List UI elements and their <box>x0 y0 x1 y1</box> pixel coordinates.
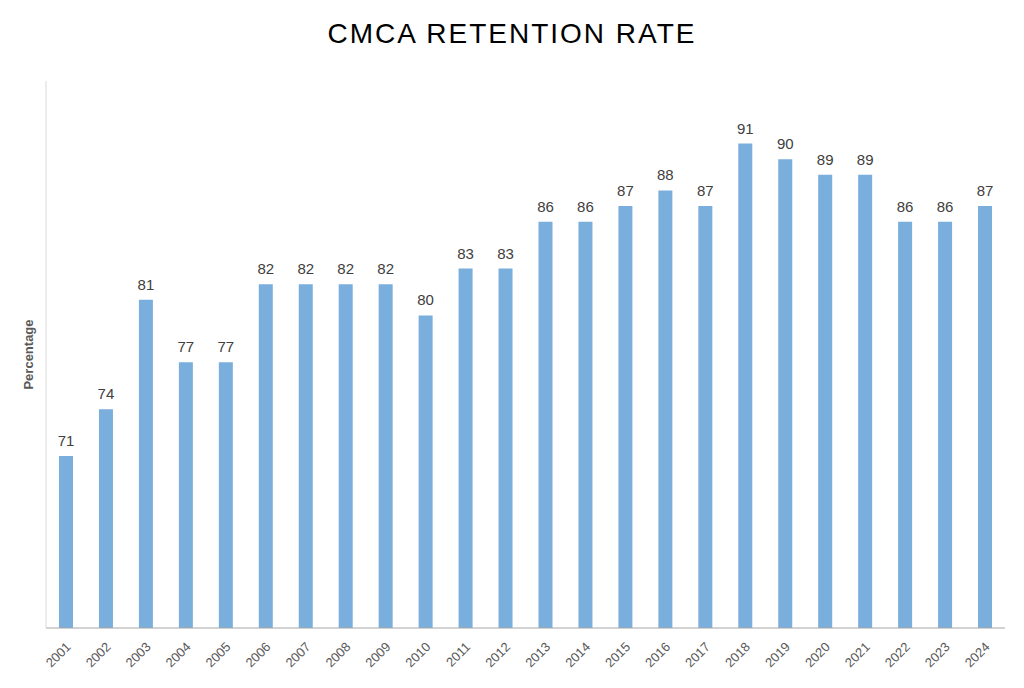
svg-text:89: 89 <box>817 151 834 168</box>
svg-text:2016: 2016 <box>642 639 673 670</box>
svg-text:77: 77 <box>178 338 195 355</box>
svg-text:2013: 2013 <box>522 639 553 670</box>
svg-text:2007: 2007 <box>282 639 313 670</box>
svg-text:2001: 2001 <box>43 639 74 670</box>
html-text:CMCA RETENTION RATE: CMCA RETENTION RATE <box>327 18 697 49</box>
svg-text:2022: 2022 <box>882 639 913 670</box>
svg-text:2004: 2004 <box>163 639 194 670</box>
svg-text:2015: 2015 <box>602 639 633 670</box>
svg-text:81: 81 <box>138 276 155 293</box>
svg-text:2023: 2023 <box>922 639 953 670</box>
svg-text:86: 86 <box>537 198 554 215</box>
svg-text:82: 82 <box>377 260 394 277</box>
svg-text:89: 89 <box>857 151 874 168</box>
svg-text:2020: 2020 <box>802 639 833 670</box>
svg-text:2012: 2012 <box>482 639 513 670</box>
svg-text:2010: 2010 <box>402 639 433 670</box>
svg-text:87: 87 <box>617 182 634 199</box>
svg-text:82: 82 <box>337 260 354 277</box>
svg-text:77: 77 <box>217 338 234 355</box>
svg-text:2021: 2021 <box>842 639 873 670</box>
svg-text:2024: 2024 <box>962 639 993 670</box>
svg-text:2009: 2009 <box>362 639 393 670</box>
svg-text:82: 82 <box>257 260 274 277</box>
svg-text:2005: 2005 <box>203 639 234 670</box>
svg-text:87: 87 <box>697 182 714 199</box>
svg-text:87: 87 <box>977 182 994 199</box>
svg-text:Percentage: Percentage <box>21 319 36 389</box>
svg-text:91: 91 <box>737 120 754 137</box>
svg-text:90: 90 <box>777 135 794 152</box>
svg-text:2014: 2014 <box>562 639 593 670</box>
svg-text:2011: 2011 <box>443 639 473 669</box>
svg-text:2018: 2018 <box>722 639 753 670</box>
svg-text:2006: 2006 <box>242 639 273 670</box>
svg-text:83: 83 <box>497 245 514 262</box>
svg-text:2008: 2008 <box>322 639 353 670</box>
svg-text:2017: 2017 <box>682 639 713 670</box>
svg-text:2002: 2002 <box>83 639 114 670</box>
svg-text:86: 86 <box>577 198 594 215</box>
svg-text:2019: 2019 <box>762 639 793 670</box>
svg-text:88: 88 <box>657 166 674 183</box>
svg-text:83: 83 <box>457 245 474 262</box>
svg-text:74: 74 <box>98 385 115 402</box>
svg-text:2003: 2003 <box>123 639 154 670</box>
svg-text:86: 86 <box>937 198 954 215</box>
svg-text:82: 82 <box>297 260 314 277</box>
svg-text:71: 71 <box>58 432 75 449</box>
svg-text:86: 86 <box>897 198 914 215</box>
svg-text:80: 80 <box>417 291 434 308</box>
